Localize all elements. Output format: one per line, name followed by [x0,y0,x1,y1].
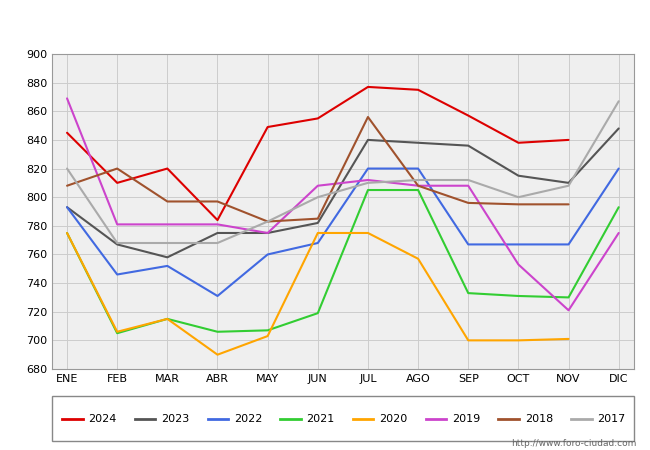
Text: Afiliados en Alcuéscar a 30/11/2024: Afiliados en Alcuéscar a 30/11/2024 [176,14,474,33]
Text: http://www.foro-ciudad.com: http://www.foro-ciudad.com [512,439,637,448]
Text: 2021: 2021 [307,414,335,423]
Text: 2024: 2024 [88,414,117,423]
Text: 2018: 2018 [525,414,553,423]
Text: 2017: 2017 [597,414,626,423]
FancyBboxPatch shape [52,396,634,441]
Text: 2019: 2019 [452,414,480,423]
Text: 2023: 2023 [161,414,189,423]
Text: 2020: 2020 [379,414,408,423]
Text: 2022: 2022 [234,414,262,423]
